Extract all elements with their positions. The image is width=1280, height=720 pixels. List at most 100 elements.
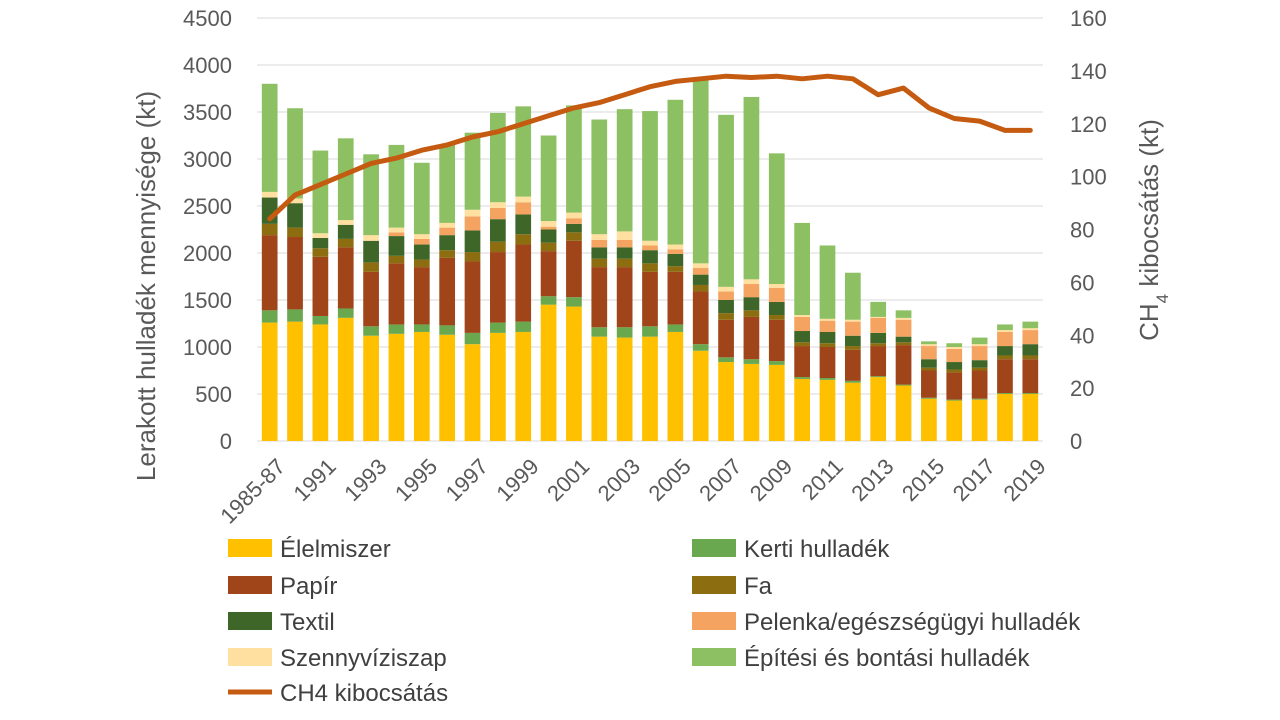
bar-segment	[363, 326, 379, 336]
right-axis-title-prefix: CH	[1134, 303, 1164, 341]
legend-swatch	[228, 612, 272, 630]
bar-segment	[642, 240, 658, 246]
right-tick-label: 20	[1070, 376, 1094, 401]
bar-segment	[642, 263, 658, 272]
bar-segment	[566, 223, 582, 233]
bar-segment	[464, 230, 481, 253]
bar-segment	[515, 234, 532, 245]
bar-segment	[616, 327, 633, 338]
bar-segment	[819, 331, 836, 344]
bar-segment	[667, 331, 684, 441]
bar-segment	[337, 308, 354, 318]
bar-segment	[1022, 393, 1039, 394]
bar-segment	[743, 316, 760, 360]
bar-segment	[971, 398, 988, 400]
bar-segment	[921, 397, 937, 399]
legend-swatch	[692, 648, 736, 666]
bar-segment	[819, 378, 836, 380]
bar-segment	[566, 297, 582, 307]
x-tick-label: 1995	[390, 454, 442, 506]
bar-segment	[1022, 328, 1039, 331]
bar-segment	[921, 398, 937, 441]
x-tick-label: 2015	[897, 454, 949, 506]
bar-segment	[844, 380, 861, 383]
bar-segment	[794, 346, 810, 378]
bar-segment	[312, 237, 329, 249]
bar-segment	[388, 255, 405, 264]
bar-segment	[921, 344, 937, 347]
right-axis-title-subscript: 4	[1153, 294, 1172, 303]
bar-segment	[667, 249, 684, 254]
bar-segment	[667, 271, 684, 325]
bar-segment	[692, 350, 709, 441]
legend-label: Fa	[744, 573, 773, 600]
left-tick-label: 3500	[183, 100, 232, 125]
bar-segment	[388, 232, 405, 237]
bar-segment	[794, 315, 810, 317]
x-tick-label: 2003	[593, 454, 645, 506]
bar-segment	[261, 322, 278, 441]
bar-segment	[642, 336, 658, 441]
bar-segment	[819, 245, 836, 319]
bar-segment	[616, 109, 633, 232]
bar-segment	[844, 335, 861, 347]
bar-segment	[464, 344, 481, 441]
legend-label: Textil	[280, 609, 335, 636]
bar-segment	[895, 310, 912, 318]
bar-segment	[921, 367, 937, 371]
bar-segment	[388, 227, 405, 233]
left-tick-label: 4000	[183, 53, 232, 78]
bar-segment	[287, 108, 303, 199]
legend-label: Kerti hulladék	[744, 536, 890, 563]
bar-segment	[287, 198, 303, 204]
bar-segment	[997, 331, 1013, 347]
legend-swatch	[692, 612, 736, 630]
bar-segment	[363, 271, 379, 327]
right-tick-label: 140	[1070, 59, 1107, 84]
bar-segment	[667, 99, 684, 245]
bar-segment	[515, 214, 532, 235]
bar-segment	[566, 232, 582, 241]
bar-segment	[895, 317, 912, 320]
left-tick-label: 500	[195, 382, 232, 407]
bar-segment	[692, 263, 709, 269]
bar-segment	[946, 347, 963, 349]
bar-segment	[971, 367, 988, 371]
bar-segment	[819, 320, 836, 332]
bar-segment	[616, 267, 633, 328]
legend-swatch	[692, 539, 736, 557]
bar-segment	[1022, 359, 1039, 394]
bar-segment	[819, 343, 836, 347]
bar-segment	[363, 262, 379, 272]
bar-segment	[490, 112, 506, 203]
bar-segment	[591, 119, 608, 235]
bar-segment	[743, 284, 760, 298]
bar-segment	[692, 268, 709, 275]
bar-segment	[768, 153, 785, 285]
bar-segment	[388, 144, 405, 228]
bar-segment	[312, 256, 329, 316]
bar-segment	[515, 106, 532, 197]
bar-segment	[540, 135, 557, 222]
bar-segment	[261, 223, 278, 236]
bar-segment	[718, 313, 734, 320]
bar-segment	[337, 220, 354, 225]
left-tick-label: 1500	[183, 288, 232, 313]
bar-segment	[515, 244, 532, 322]
bar-segment	[667, 253, 684, 267]
bar-segment	[287, 309, 303, 322]
bar-segment	[667, 244, 684, 250]
bar-segment	[388, 324, 405, 334]
bar-segment	[616, 231, 633, 240]
bar-segment	[718, 362, 734, 441]
left-tick-label: 0	[220, 429, 232, 454]
bar-segment	[844, 272, 861, 320]
x-tick-label: 2017	[948, 454, 1000, 506]
bar-segment	[464, 216, 481, 231]
bar-segment	[768, 301, 785, 316]
bar-segment	[287, 203, 303, 228]
bar-segment	[439, 334, 456, 441]
right-tick-label: 120	[1070, 112, 1107, 137]
bar-segment	[946, 369, 963, 373]
